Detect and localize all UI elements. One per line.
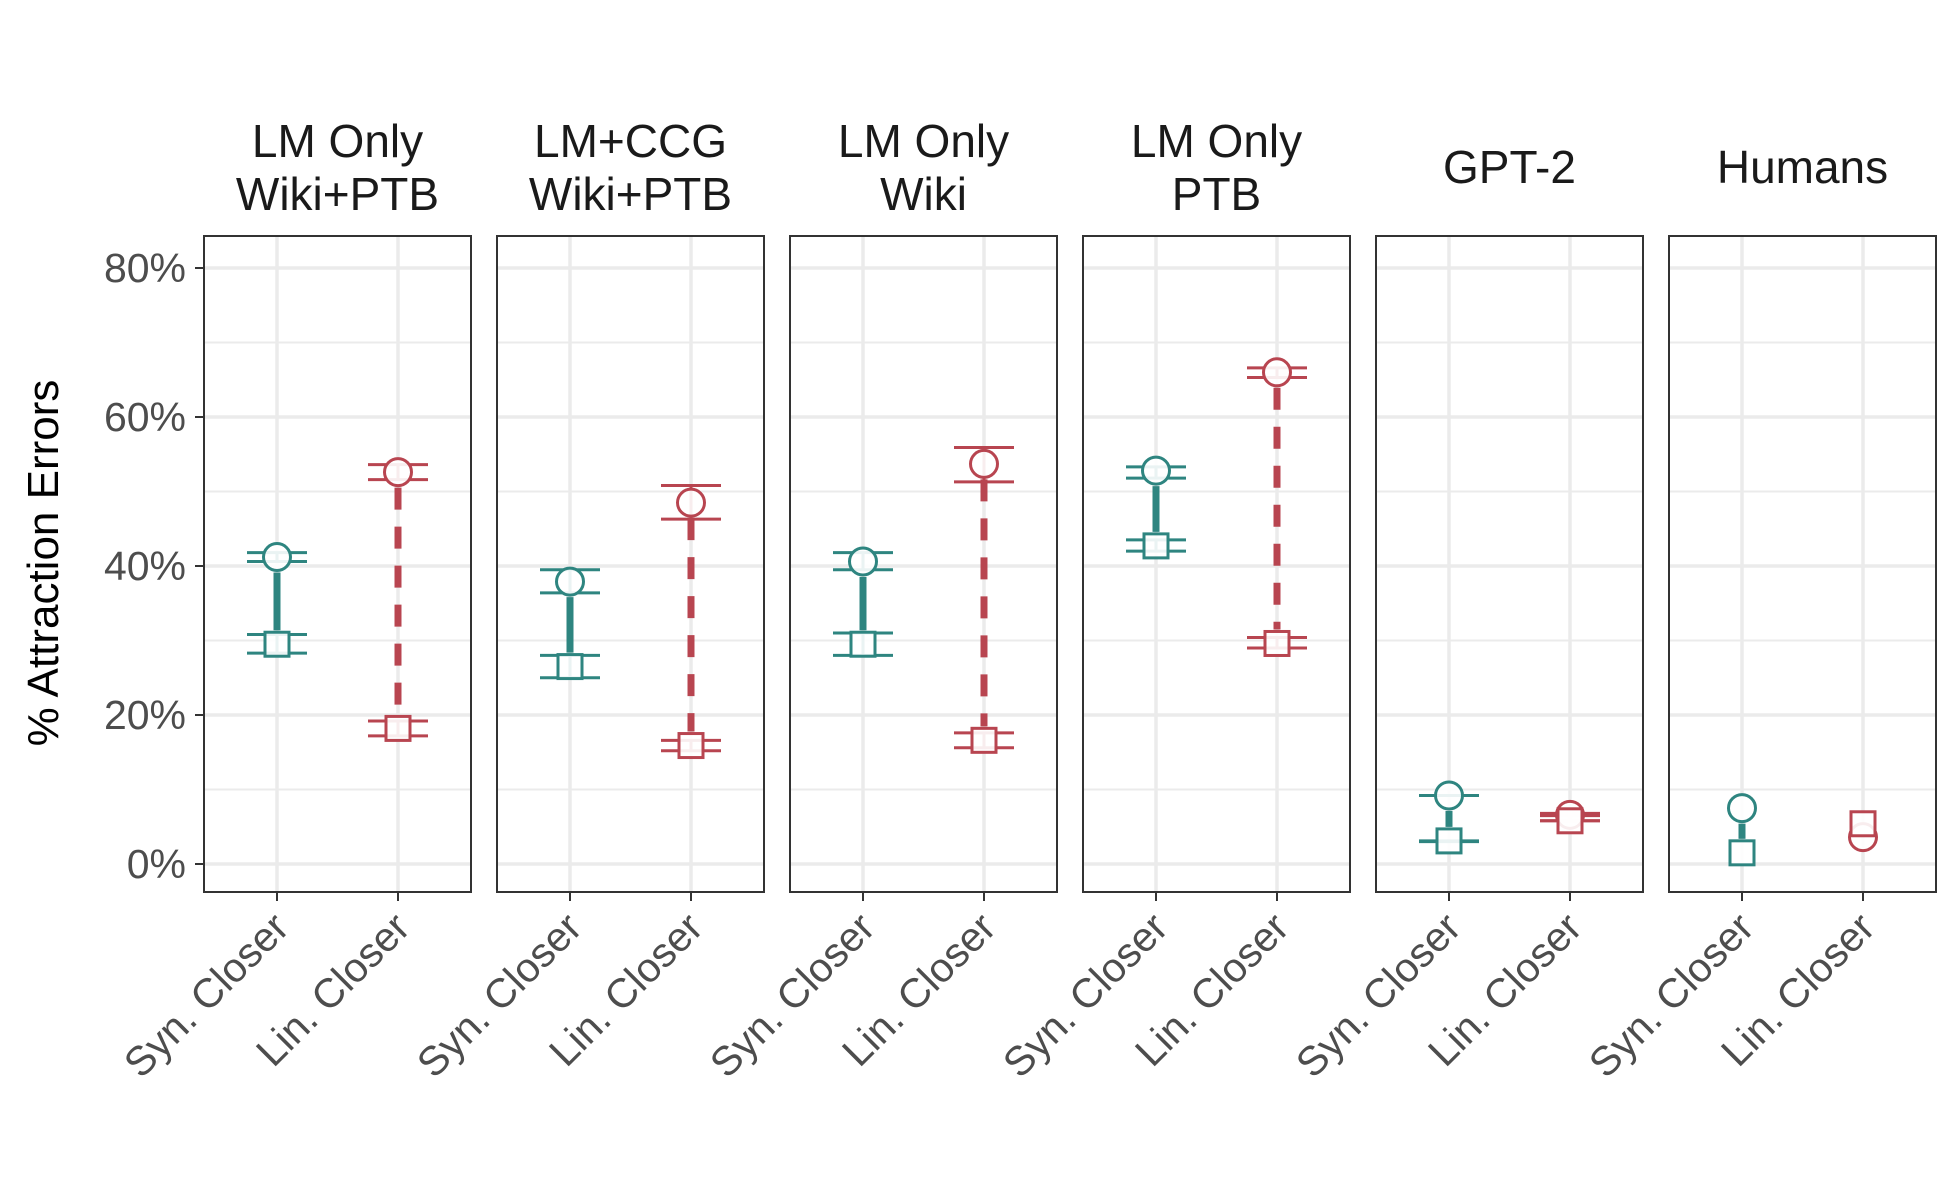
- circle-point: [1141, 455, 1171, 486]
- y-axis-title: % Attraction Errors: [19, 380, 68, 747]
- circle-point: [1434, 780, 1464, 811]
- panel-frame: [1668, 235, 1937, 893]
- circle-point: [1262, 357, 1292, 388]
- square-point: [849, 630, 877, 658]
- circle-point: [555, 566, 585, 597]
- facet-title: LM Only Wiki+PTB: [236, 115, 439, 220]
- lin-series: [954, 446, 1014, 754]
- square-point: [263, 630, 291, 658]
- y-tick-label: 40%: [104, 543, 186, 589]
- square-point: [1556, 807, 1584, 835]
- facet-title: Humans: [1717, 141, 1888, 193]
- square-point: [970, 726, 998, 754]
- panel-frame: [203, 235, 472, 893]
- y-tick-label: 60%: [104, 394, 186, 440]
- square-point: [1849, 810, 1877, 838]
- facet-title: LM Only PTB: [1131, 115, 1302, 220]
- square-point: [677, 732, 705, 760]
- circle-point: [1727, 793, 1757, 824]
- panel-frame: [1375, 235, 1644, 893]
- lin-series: [1540, 799, 1600, 835]
- syn-series: [540, 566, 600, 681]
- y-tick-label: 80%: [104, 245, 186, 291]
- square-point: [1728, 839, 1756, 867]
- circle-point: [848, 546, 878, 577]
- lin-series: [1247, 357, 1307, 657]
- syn-series: [1419, 780, 1479, 855]
- syn-series: [833, 546, 893, 658]
- square-point: [1142, 532, 1170, 560]
- panel-frame: [789, 235, 1058, 893]
- square-point: [1435, 827, 1463, 855]
- syn-series: [247, 542, 307, 658]
- y-tick-label: 0%: [127, 841, 186, 887]
- panel-frame: [496, 235, 765, 893]
- circle-point: [262, 542, 292, 573]
- syn-series: [1727, 793, 1757, 867]
- square-point: [1263, 629, 1291, 657]
- lin-series: [368, 457, 428, 742]
- lin-series: [1848, 810, 1878, 853]
- square-point: [556, 653, 584, 681]
- y-tick-label: 20%: [104, 692, 186, 738]
- panel-frame: [1082, 235, 1351, 893]
- syn-series: [1126, 455, 1186, 560]
- circle-point: [969, 448, 999, 479]
- circle-point: [676, 487, 706, 518]
- lin-series: [661, 484, 721, 760]
- facet-title: LM Only Wiki: [838, 115, 1009, 220]
- facet-title: LM+CCG Wiki+PTB: [529, 115, 732, 220]
- facet-title: GPT-2: [1443, 141, 1576, 193]
- square-point: [384, 714, 412, 742]
- circle-point: [383, 457, 413, 488]
